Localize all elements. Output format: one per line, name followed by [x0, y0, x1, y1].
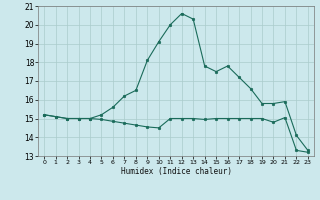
- X-axis label: Humidex (Indice chaleur): Humidex (Indice chaleur): [121, 167, 231, 176]
